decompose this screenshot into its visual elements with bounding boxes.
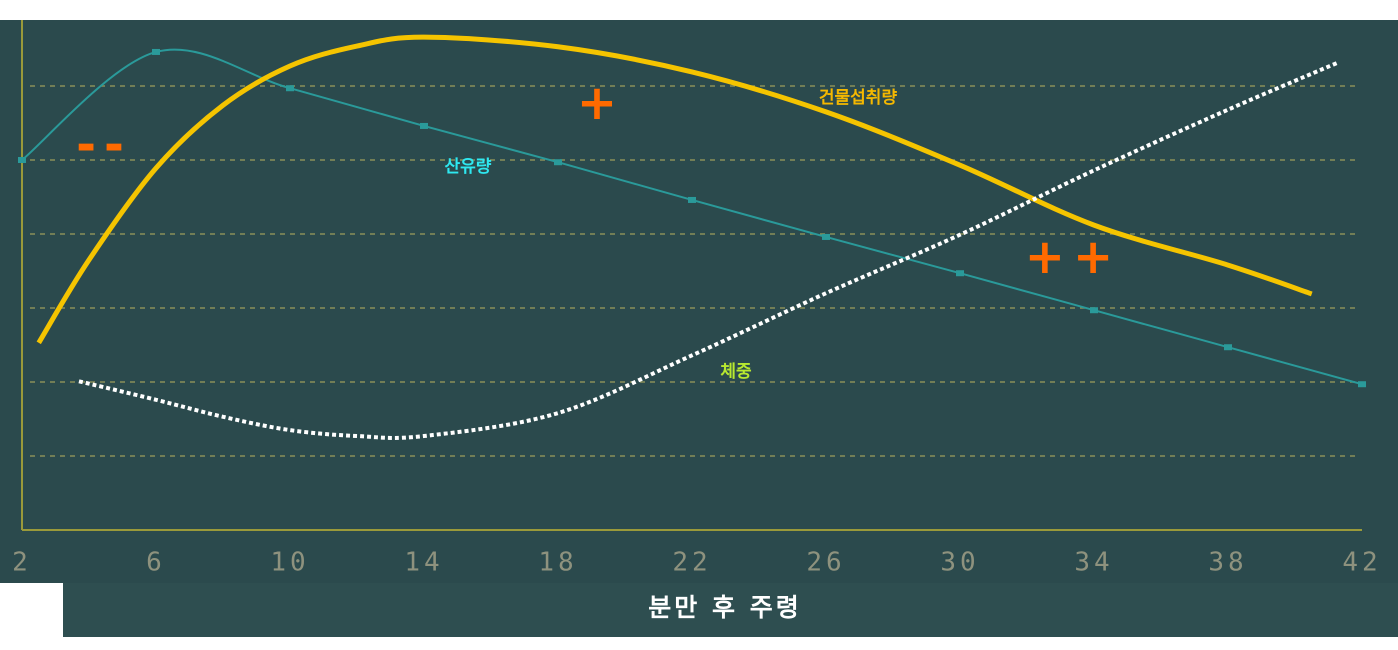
x-tick-label: 34 bbox=[1074, 548, 1113, 578]
x-tick-label: 10 bbox=[270, 548, 309, 578]
annotation: -- bbox=[76, 117, 132, 173]
series-line bbox=[36, 34, 1313, 345]
x-tick-label: 26 bbox=[806, 548, 845, 578]
plot-background bbox=[0, 20, 1398, 583]
xlabel-band bbox=[63, 583, 1398, 637]
x-tick-label: 2 bbox=[12, 548, 32, 578]
x-tick-label: 38 bbox=[1208, 548, 1247, 578]
x-tick-label: 6 bbox=[146, 548, 166, 578]
point-marker bbox=[956, 270, 964, 277]
point-marker bbox=[18, 157, 26, 163]
point-marker bbox=[152, 48, 160, 55]
point-marker bbox=[554, 159, 562, 166]
annotation: + bbox=[577, 75, 625, 131]
annotation: ++ bbox=[1025, 229, 1121, 285]
x-tick-label: 18 bbox=[538, 548, 577, 578]
x-tick-label: 42 bbox=[1342, 548, 1381, 578]
point-marker bbox=[420, 122, 428, 129]
point-marker bbox=[1224, 344, 1232, 351]
x-tick-label: 22 bbox=[672, 548, 711, 578]
series-label: 건물섭취량 bbox=[819, 87, 898, 108]
point-marker bbox=[822, 233, 830, 240]
point-marker bbox=[286, 85, 294, 92]
series-label: 산유량 bbox=[445, 157, 492, 177]
series-line bbox=[21, 48, 1363, 386]
x-axis-title: 분만 후 주령 bbox=[648, 593, 801, 622]
series-line bbox=[78, 60, 1340, 440]
x-tick-label: 30 bbox=[940, 548, 979, 578]
x-tick-label: 14 bbox=[404, 548, 443, 578]
point-marker bbox=[1090, 307, 1098, 314]
series-label: 체중 bbox=[720, 362, 752, 382]
point-marker bbox=[688, 196, 696, 203]
point-marker bbox=[1358, 381, 1366, 388]
